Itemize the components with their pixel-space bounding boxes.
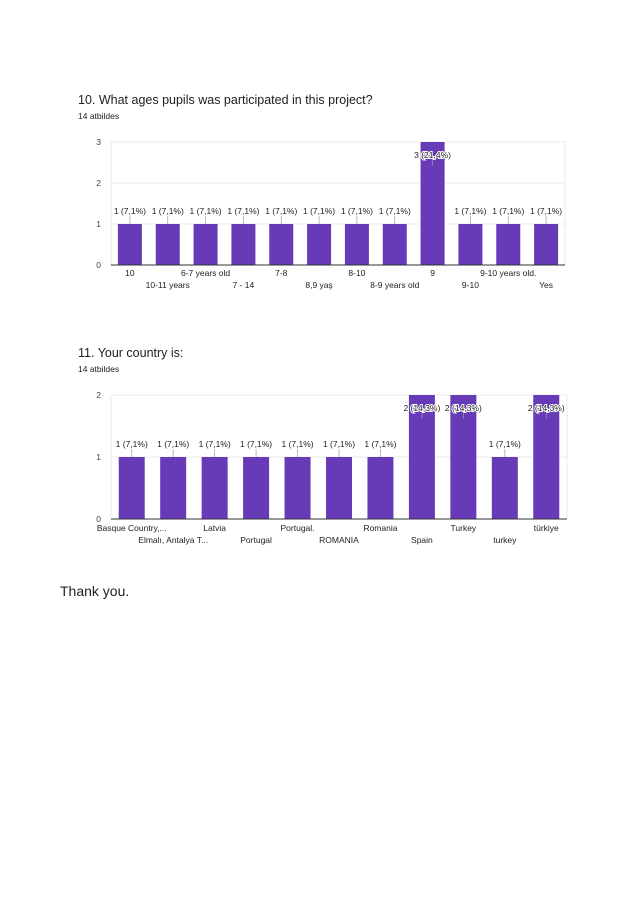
x-tick-label: 8-10 (348, 268, 365, 278)
data-label: 1 (7,1%) (364, 439, 396, 449)
bar (284, 457, 311, 519)
y-tick-label: 0 (96, 260, 101, 270)
bar (118, 457, 145, 519)
x-tick-label: Elmalı, Antalya T... (138, 535, 208, 545)
x-tick-label: Portugal (240, 535, 272, 545)
data-label: 1 (7,1%) (227, 206, 259, 216)
data-label: 1 (7,1%) (341, 206, 373, 216)
bar (307, 224, 332, 265)
y-tick-label: 2 (96, 178, 101, 188)
data-label: 1 (7,1%) (240, 439, 272, 449)
x-tick-label: Turkey (451, 523, 477, 533)
bar (269, 224, 294, 265)
data-label: 1 (7,1%) (199, 439, 231, 449)
data-label: 1 (7,1%) (454, 206, 486, 216)
data-label: 1 (7,1%) (281, 439, 313, 449)
y-tick-label: 3 (96, 137, 101, 147)
data-label: 1 (7,1%) (190, 206, 222, 216)
data-label: 1 (7,1%) (265, 206, 297, 216)
x-tick-label: Portugal. (281, 523, 315, 533)
x-tick-label: Basque Country,... (97, 523, 167, 533)
x-tick-label: 6-7 years old (181, 268, 230, 278)
x-tick-label: türkiye (534, 523, 559, 533)
bar (533, 395, 560, 519)
bar (367, 457, 394, 519)
question-title: 11. Your country is: (78, 346, 184, 360)
bar (117, 224, 142, 265)
x-tick-label: 10-11 years (146, 280, 190, 290)
bar (420, 142, 445, 265)
data-label: 1 (7,1%) (157, 439, 189, 449)
x-tick-label: Romania (363, 523, 397, 533)
x-tick-label: turkey (493, 535, 517, 545)
y-tick-label: 1 (96, 452, 101, 462)
bar (231, 224, 256, 265)
y-tick-label: 2 (96, 390, 101, 400)
bar (160, 457, 187, 519)
x-tick-label: Spain (411, 535, 433, 545)
bar (193, 224, 218, 265)
data-label: 1 (7,1%) (489, 439, 521, 449)
bar (450, 395, 477, 519)
bar (326, 457, 352, 519)
data-label: 2 (14,3%) (445, 403, 482, 413)
bar (201, 457, 228, 519)
data-label: 1 (7,1%) (530, 206, 562, 216)
bar (491, 457, 518, 519)
data-label: 1 (7,1%) (116, 439, 148, 449)
data-label: 1 (7,1%) (152, 206, 184, 216)
response-count: 14 atbildes (78, 111, 120, 121)
x-tick-label: 9 (430, 268, 435, 278)
x-tick-label: 8-9 years old (370, 280, 419, 290)
bar (534, 224, 559, 265)
question-title: 10. What ages pupils was participated in… (78, 93, 373, 107)
x-tick-label: 7 - 14 (233, 280, 255, 290)
x-tick-label: 9-10 (462, 280, 479, 290)
data-label: 1 (7,1%) (323, 439, 355, 449)
x-tick-label: 7-8 (275, 268, 288, 278)
bar (155, 224, 180, 265)
x-tick-label: 9-10 years old. (480, 268, 536, 278)
data-label: 1 (7,1%) (379, 206, 411, 216)
bar (458, 224, 483, 265)
data-label: 1 (7,1%) (303, 206, 335, 216)
x-tick-label: 8,9 yaş (305, 280, 332, 290)
bar (344, 224, 369, 265)
data-label: 2 (14,3%) (403, 403, 440, 413)
data-label: 1 (7,1%) (492, 206, 524, 216)
x-tick-label: Yes (539, 280, 553, 290)
bar (408, 395, 435, 519)
y-tick-label: 0 (96, 514, 101, 524)
x-tick-label: Latvia (203, 523, 226, 533)
y-tick-label: 1 (96, 219, 101, 229)
x-tick-label: 10 (125, 268, 135, 278)
data-label: 1 (7,1%) (114, 206, 146, 216)
data-label: 2 (14,3%) (528, 403, 565, 413)
data-label: 3 (21,4%) (414, 150, 451, 160)
thank-you-text: Thank you. (60, 583, 130, 599)
bar (496, 224, 521, 265)
x-tick-label: ROMANIA (319, 535, 359, 545)
response-count: 14 atbildes (78, 364, 120, 374)
bar (243, 457, 270, 519)
bar (382, 224, 407, 265)
